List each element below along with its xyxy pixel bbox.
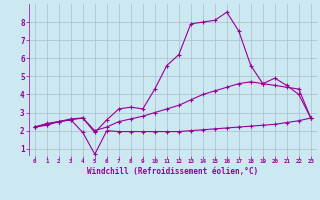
X-axis label: Windchill (Refroidissement éolien,°C): Windchill (Refroidissement éolien,°C)	[87, 167, 258, 176]
